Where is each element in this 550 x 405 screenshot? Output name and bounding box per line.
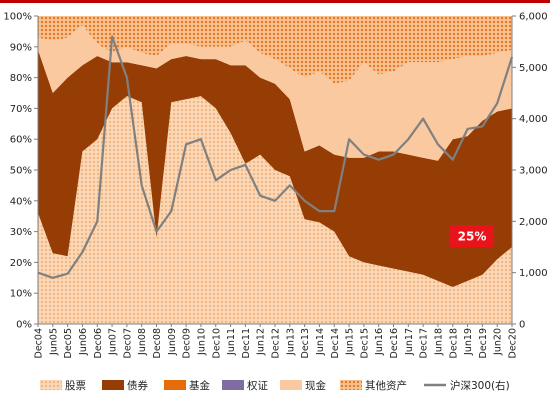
y-left-tick-label: 30% (10, 227, 32, 238)
x-tick-label: Dec14 (330, 328, 341, 358)
x-tick-label: Jun20 (493, 328, 504, 356)
x-tick-label: Jun06 (78, 328, 89, 356)
legend-swatch (222, 380, 244, 390)
legend-label: 债券 (127, 379, 148, 392)
y-left-tick-label: 80% (10, 73, 32, 84)
x-tick-label: Dec20 (508, 328, 519, 358)
legend-label: 其他资产 (365, 379, 407, 392)
legend-label: 权证 (247, 379, 268, 392)
x-tick-label: Jun15 (345, 328, 356, 356)
x-tick-label: Jun14 (315, 328, 326, 356)
legend-swatch (280, 380, 302, 390)
x-tick-label: Jun19 (463, 328, 474, 356)
index-line-layer (37, 35, 514, 279)
x-tick-label: Dec18 (448, 328, 459, 358)
y-left-tick-label: 70% (10, 104, 32, 115)
y-right-tick-label: 3,000 (519, 166, 548, 177)
legend-label: 沪深300(右) (450, 379, 510, 392)
legend-swatch (40, 380, 62, 390)
x-tick-label: Jun16 (374, 328, 385, 356)
x-tick-label: Jun18 (433, 328, 444, 356)
legend-swatch (164, 380, 186, 390)
y-left-tick-label: 10% (10, 289, 32, 300)
legend-label: 现金 (305, 379, 326, 392)
y-right-tick-label: 2,000 (519, 217, 548, 228)
y-left-tick-label: 50% (10, 166, 32, 177)
legend-label: 基金 (189, 379, 210, 392)
x-tick-label: Jun13 (285, 328, 296, 356)
annotation-label: 25% (458, 230, 487, 244)
x-tick-label: Jun10 (196, 328, 207, 356)
legend-label: 股票 (65, 380, 86, 392)
legend: 股票 债券 基金 权证 现金 其他资产 沪深300(右) (40, 379, 510, 392)
top-accent-bar (0, 0, 550, 3)
x-tick-label: Jun05 (48, 328, 59, 356)
x-tick-label: Dec05 (63, 328, 74, 358)
x-tick-label: Jun08 (137, 328, 148, 356)
y-left-tick-label: 20% (10, 258, 32, 269)
area-其他资产 (38, 16, 512, 84)
x-tick-label: Dec19 (478, 328, 489, 358)
x-tick-label: Dec10 (211, 328, 222, 358)
y-right-tick-label: 1,000 (519, 268, 548, 279)
x-tick-label: Dec06 (93, 328, 104, 358)
annotation-box (450, 225, 494, 247)
area-股票 (38, 96, 512, 324)
legend-swatch (340, 380, 362, 390)
y-right-tick-label: 0 (519, 320, 525, 331)
x-tick-label: Dec17 (419, 328, 430, 358)
x-tick-label: Jun17 (404, 328, 415, 356)
x-tick-label: Dec09 (182, 328, 193, 358)
x-tick-label: Dec07 (122, 328, 133, 358)
x-tick-label: Dec11 (241, 328, 252, 358)
area-现金 (38, 25, 512, 161)
x-tick-label: Jun09 (167, 328, 178, 356)
x-tick-label: Dec08 (152, 328, 163, 358)
callout-layer: 25% (450, 225, 494, 247)
y-right-tick-label: 6,000 (519, 12, 548, 23)
x-tick-label: Dec04 (34, 328, 45, 358)
y-left-tick-label: 60% (10, 135, 32, 146)
x-tick-label: Dec15 (359, 328, 370, 358)
area-layer (38, 16, 512, 324)
y-left-tick-label: 0% (16, 320, 32, 331)
x-tick-label: Jun07 (108, 328, 119, 356)
x-tick-label: Dec12 (271, 328, 282, 358)
y-left-tick-label: 40% (10, 196, 32, 207)
y-left-tick-label: 100% (3, 12, 32, 23)
x-tick-label: Jun11 (226, 328, 237, 356)
x-tick-label: Dec16 (389, 328, 400, 358)
x-tick-label: Jun12 (256, 328, 267, 356)
axis-layer: 0% 10% 20% 30% 40% 50% 60% 70% 80% 90% 100% 0 1,000 2… (3, 12, 547, 359)
line-hs300 (37, 35, 514, 279)
area-债券 (38, 49, 512, 288)
legend-swatch (102, 380, 124, 390)
y-right-tick-label: 4,000 (519, 114, 548, 125)
y-left-tick-label: 90% (10, 42, 32, 53)
y-right-tick-label: 5,000 (519, 63, 548, 74)
x-tick-label: Dec13 (300, 328, 311, 358)
